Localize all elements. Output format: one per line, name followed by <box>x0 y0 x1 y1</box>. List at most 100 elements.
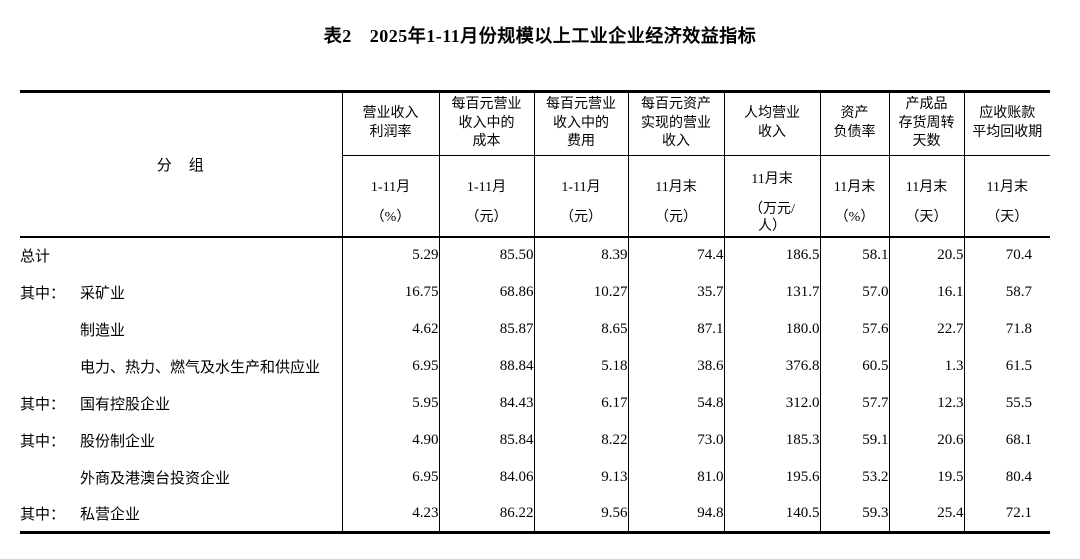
column-header-7: 产成品 存货周转 天数 <box>889 91 965 156</box>
data-cell: 6.17 <box>534 384 629 422</box>
data-cell: 58.1 <box>820 236 890 274</box>
table-row: 制造业 4.62 85.87 8.65 87.1 180.0 57.6 22.7 71.8 <box>20 310 1050 348</box>
group-column-header: 分 组 <box>20 91 343 238</box>
data-cell: 25.4 <box>889 495 965 533</box>
table-row: 其中： 私营企业 4.23 86.22 9.56 94.8 140.5 59.3 25.4 72.… <box>20 495 1050 533</box>
data-cell: 10.27 <box>534 273 629 311</box>
column-period-unit-1: 1-11月 （%） <box>342 155 440 238</box>
data-cell: 131.7 <box>724 273 821 311</box>
column-period-unit-2: 1-11月 （元） <box>439 155 535 238</box>
data-cell: 85.50 <box>439 236 535 274</box>
data-cell: 72.1 <box>1005 504 1032 521</box>
column-unit: （元） <box>560 210 602 226</box>
table-row: 外商及港澳台投资企业 6.95 84.06 9.13 81.0 195.6 53.2 19.5… <box>20 458 1050 496</box>
column-period: 11月末 <box>751 172 793 187</box>
data-cell: 180.0 <box>724 310 821 348</box>
data-cell: 186.5 <box>724 236 821 274</box>
data-cell: 16.75 <box>342 273 440 311</box>
data-cell: 22.7 <box>889 310 965 348</box>
row-label-text: 总计 <box>20 249 51 266</box>
title-text: 2025年1-11月份规模以上工业企业经济效益指标 <box>369 26 757 46</box>
column-unit: （天） <box>986 210 1029 226</box>
row-label-text: 股份制企业 <box>80 433 156 450</box>
column-period-unit-4: 11月末 （元） <box>628 155 725 238</box>
table-number: 表2 <box>323 26 352 46</box>
data-cell: 5.18 <box>534 347 629 385</box>
data-cell: 59.1 <box>820 421 890 459</box>
data-cell: 57.7 <box>820 384 890 422</box>
row-label: 制造业 <box>20 310 343 348</box>
data-cell: 312.0 <box>724 384 821 422</box>
data-cell: 74.4 <box>628 236 725 274</box>
row-label-prefix: 其中： <box>20 506 66 523</box>
data-cell: 57.6 <box>820 310 890 348</box>
row-label-prefix: 其中： <box>20 285 66 302</box>
table-row: 其中： 采矿业 16.75 68.86 10.27 35.7 131.7 57.0 16.1 58… <box>20 273 1050 311</box>
data-cell: 55.5 <box>1005 394 1032 411</box>
table-row: 其中： 股份制企业 4.90 85.84 8.22 73.0 185.3 59.1 20.6 68… <box>20 421 1050 459</box>
row-label: 其中： 采矿业 <box>20 273 343 311</box>
data-cell: 80.4 <box>1005 468 1032 485</box>
column-header-1: 营业收入 利润率 <box>342 91 440 156</box>
column-unit: （万元/ 人） <box>749 202 795 234</box>
data-cell: 70.4 <box>1005 247 1032 264</box>
column-period: 11月末 <box>905 180 948 196</box>
data-cell: 53.2 <box>820 458 890 496</box>
data-cell: 5.29 <box>342 236 440 274</box>
data-cell: 54.8 <box>628 384 725 422</box>
row-label: 其中： 股份制企业 <box>20 421 343 459</box>
data-cell: 35.7 <box>628 273 725 311</box>
data-cell: 81.0 <box>628 458 725 496</box>
column-period: 1-11月 <box>370 180 411 196</box>
data-cell: 85.84 <box>439 421 535 459</box>
table-row: 电力、热力、燃气及水生产和供应业 6.95 88.84 5.18 38.6 376.8 60… <box>20 347 1050 385</box>
data-cell: 9.13 <box>534 458 629 496</box>
data-cell: 140.5 <box>724 495 821 533</box>
row-label: 其中： 国有控股企业 <box>20 384 343 422</box>
page-title: 表2 2025年1-11月份规模以上工业企业经济效益指标 <box>0 22 1080 48</box>
row-label: 电力、热力、燃气及水生产和供应业 <box>20 347 343 385</box>
column-period: 11月末 <box>833 180 876 196</box>
data-cell: 4.90 <box>342 421 440 459</box>
column-unit: （天） <box>905 210 948 226</box>
data-cell: 6.95 <box>342 347 440 385</box>
data-cell: 4.23 <box>342 495 440 533</box>
data-cell: 87.1 <box>628 310 725 348</box>
column-unit: （元） <box>655 210 697 226</box>
data-cell: 71.8 <box>1005 320 1032 337</box>
column-unit: （%） <box>370 210 411 226</box>
column-period-unit-7: 11月末 （天） <box>889 155 965 238</box>
data-cell: 19.5 <box>889 458 965 496</box>
column-header-4: 每百元资产 实现的营业 收入 <box>628 91 725 156</box>
data-cell: 8.22 <box>534 421 629 459</box>
column-period-unit-5: 11月末 （万元/ 人） <box>724 155 821 238</box>
column-period-unit-6: 11月末 （%） <box>820 155 890 238</box>
data-cell: 68.1 <box>1005 431 1032 448</box>
data-cell: 68.86 <box>439 273 535 311</box>
data-cell: 86.22 <box>439 495 535 533</box>
row-label: 其中： 私营企业 <box>20 495 343 533</box>
row-label-text: 外商及港澳台投资企业 <box>80 470 231 487</box>
row-label-prefix: 其中： <box>20 433 66 450</box>
column-period: 1-11月 <box>466 180 507 196</box>
row-label-prefix: 其中： <box>20 396 66 413</box>
data-cell: 84.06 <box>439 458 535 496</box>
data-cell: 57.0 <box>820 273 890 311</box>
column-header-2: 每百元营业 收入中的 成本 <box>439 91 535 156</box>
data-cell: 5.95 <box>342 384 440 422</box>
statistics-table: 分 组营业收入 利润率 每百元营业 收入中的 成本 每百元营业 收入中的 费用 每百元资产 实现的… <box>20 90 1050 535</box>
table-row: 总计 5.29 85.50 8.39 74.4 186.5 58.1 20.5 70.4 <box>20 236 1050 274</box>
column-header-8: 应收账款 平均回收期 <box>964 91 1050 156</box>
column-header-6: 资产 负债率 <box>820 91 890 156</box>
row-label-text: 制造业 <box>80 322 126 339</box>
column-unit: （元） <box>465 210 508 226</box>
table-body: 总计 5.29 85.50 8.39 74.4 186.5 58.1 20.5 70.4 其中： 采… <box>20 236 1050 533</box>
data-cell: 376.8 <box>724 347 821 385</box>
data-cell: 84.43 <box>439 384 535 422</box>
data-cell: 73.0 <box>628 421 725 459</box>
column-header-5: 人均营业 收入 <box>724 91 821 156</box>
row-label-text: 国有控股企业 <box>80 396 171 413</box>
row-label: 总计 <box>20 236 343 274</box>
data-cell: 195.6 <box>724 458 821 496</box>
